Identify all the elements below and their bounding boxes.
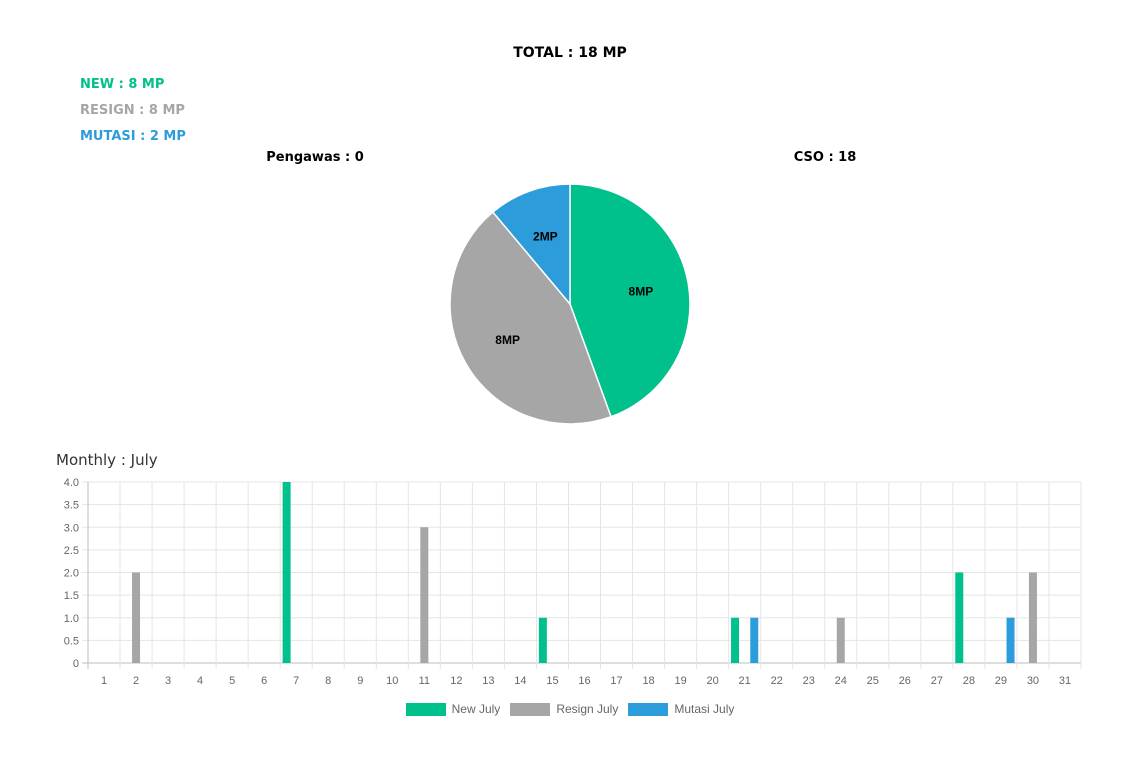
- y-tick-label: 0.5: [64, 635, 79, 647]
- x-tick-label: 15: [546, 675, 558, 687]
- x-tick-label: 12: [450, 675, 462, 687]
- bar: [731, 617, 740, 663]
- x-tick-label: 31: [1059, 675, 1071, 687]
- x-tick-label: 19: [674, 675, 686, 687]
- bar: [132, 572, 141, 663]
- legend-swatch: [405, 702, 446, 716]
- y-tick-label: 0: [73, 658, 79, 670]
- x-tick-label: 4: [197, 675, 203, 687]
- summary-legend: NEW : 8 MP RESIGN : 8 MP MUTASI : 2 MP: [80, 72, 186, 150]
- x-tick-label: 21: [739, 675, 751, 687]
- mutasi-summary: MUTASI : 2 MP: [80, 129, 186, 144]
- pie-slice-label: 8MP: [629, 284, 654, 298]
- bar: [420, 527, 429, 663]
- legend-swatch: [510, 702, 551, 716]
- y-tick-label: 2.5: [64, 545, 79, 557]
- x-tick-label: 29: [995, 675, 1007, 687]
- x-tick-label: 2: [133, 675, 139, 687]
- bar-chart: 00.51.01.52.02.53.03.54.01 2 3 4 5 6 7 8 9 10 11 12…: [64, 477, 1082, 687]
- y-tick-label: 3.5: [64, 500, 79, 512]
- x-tick-label: 8: [325, 675, 331, 687]
- pie-slice-label: 2MP: [533, 229, 558, 243]
- bar: [750, 617, 759, 663]
- x-tick-label: 16: [578, 675, 590, 687]
- x-tick-label: 27: [931, 675, 943, 687]
- legend-label: Mutasi July: [674, 702, 735, 716]
- x-tick-label: 11: [419, 675, 430, 687]
- x-tick-label: 1: [101, 675, 107, 687]
- x-tick-label: 25: [867, 675, 879, 687]
- legend-item[interactable]: Resign July: [510, 702, 618, 716]
- x-tick-label: 3: [165, 675, 171, 687]
- x-tick-label: 14: [514, 675, 526, 687]
- pie-chart: 8MP 8MP 2MP: [449, 183, 691, 425]
- bar: [836, 617, 845, 663]
- x-tick-label: 7: [293, 675, 299, 687]
- legend-label: Resign July: [556, 702, 619, 716]
- pie-slice: [491, 183, 571, 307]
- pengawas-count: Pengawas : 0: [266, 150, 364, 165]
- x-tick-label: 17: [610, 675, 622, 687]
- bar: [538, 617, 547, 663]
- x-tick-label: 30: [1027, 675, 1039, 687]
- bar: [282, 482, 291, 663]
- resign-summary: RESIGN : 8 MP: [80, 103, 185, 118]
- y-tick-label: 4.0: [64, 477, 79, 489]
- y-tick-label: 3.0: [64, 522, 79, 534]
- total-title: TOTAL : 18 MP: [513, 45, 627, 61]
- x-tick-label: 13: [482, 675, 494, 687]
- x-tick-label: 18: [642, 675, 654, 687]
- x-tick-label: 24: [835, 675, 847, 687]
- legend-swatch: [628, 702, 669, 716]
- x-tick-label: 26: [899, 675, 911, 687]
- pie-slice-label: 8MP: [495, 333, 520, 347]
- x-tick-label: 20: [707, 675, 719, 687]
- x-tick-label: 28: [963, 675, 975, 687]
- x-tick-label: 5: [229, 675, 235, 687]
- legend-item[interactable]: New July: [405, 702, 501, 716]
- monthly-title: Monthly : July: [56, 451, 158, 469]
- bar: [955, 572, 964, 663]
- x-tick-label: 10: [386, 675, 398, 687]
- x-tick-label: 23: [803, 675, 815, 687]
- pie-slice: [449, 211, 613, 425]
- legend-item[interactable]: Mutasi July: [628, 702, 734, 716]
- x-tick-label: 9: [357, 675, 363, 687]
- new-summary: NEW : 8 MP: [80, 77, 165, 92]
- bar: [1006, 617, 1015, 663]
- bar: [1028, 572, 1037, 663]
- legend-label: New July: [451, 702, 501, 716]
- pie-slice: [569, 183, 691, 418]
- cso-count: CSO : 18: [793, 150, 857, 165]
- x-tick-label: 22: [771, 675, 783, 687]
- x-tick-label: 6: [261, 675, 267, 687]
- y-tick-label: 1.0: [64, 613, 79, 625]
- bar-legend: New July Resign July Mutasi July: [0, 702, 1140, 716]
- y-tick-label: 2.0: [64, 568, 79, 580]
- y-tick-label: 1.5: [64, 590, 79, 602]
